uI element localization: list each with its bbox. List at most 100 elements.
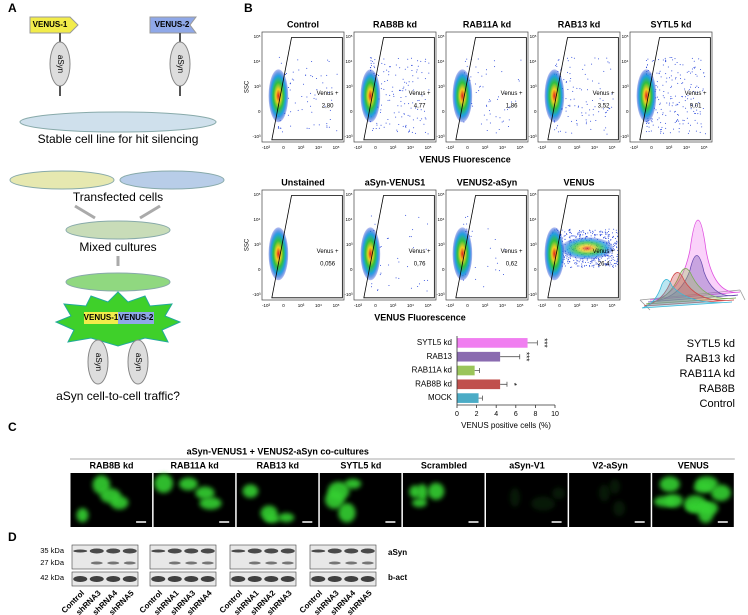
event-dot [586, 259, 588, 261]
event-dot [565, 107, 567, 109]
marker-label: 42 kDa [40, 573, 65, 582]
cell [338, 503, 356, 523]
event-dot [660, 108, 662, 110]
event-dot [404, 81, 406, 83]
event-dot [604, 263, 606, 265]
event-dot [569, 257, 571, 259]
x-tick-label: 10³ [298, 145, 305, 150]
event-dot [659, 102, 661, 104]
event-dot [397, 58, 399, 60]
event-dot [679, 74, 681, 76]
dish [119, 170, 225, 190]
event-dot [417, 60, 419, 62]
event-dot [608, 235, 610, 237]
event-dot [294, 102, 296, 104]
event-dot [314, 94, 316, 96]
event-dot [428, 89, 430, 91]
event-dot [669, 98, 671, 100]
y-tick-label: 10⁴ [622, 59, 629, 64]
y-tick-label: -10³ [344, 134, 353, 139]
event-dot [278, 126, 280, 128]
event-dot [301, 95, 303, 97]
event-dot [388, 74, 390, 76]
event-dot [479, 85, 481, 87]
y-tick-label: 10⁴ [530, 217, 537, 222]
y-tick-label: 0 [350, 109, 353, 114]
event-dot [567, 88, 569, 90]
dish [19, 111, 217, 133]
event-dot [301, 109, 303, 111]
event-dot [686, 71, 688, 73]
protein-shape [87, 339, 109, 385]
event-dot [667, 66, 669, 68]
event-dot [598, 263, 600, 265]
event-dot [569, 261, 571, 263]
event-dot [424, 110, 426, 112]
event-dot [575, 258, 577, 260]
event-dot [614, 237, 616, 239]
event-dot [595, 262, 597, 264]
event-dot [696, 122, 698, 124]
event-dot [504, 249, 506, 251]
gate-label: Venus + [593, 91, 615, 97]
panel-label: D [8, 530, 17, 544]
y-tick-label: 10⁵ [530, 34, 537, 39]
event-dot [581, 263, 583, 265]
event-dot [420, 60, 422, 62]
event-dot [616, 255, 618, 257]
x-tick-label: -10³ [630, 145, 639, 150]
event-dot [326, 125, 328, 127]
event-dot [566, 257, 568, 259]
event-dot [576, 262, 578, 264]
event-dot [608, 256, 610, 258]
event-dot [589, 266, 591, 268]
band [184, 576, 199, 582]
event-dot [410, 287, 412, 289]
band [200, 576, 215, 582]
y-tick-label: 0 [258, 109, 261, 114]
event-dot [286, 73, 288, 75]
event-dot [611, 93, 613, 95]
panel-label: C [8, 420, 17, 434]
y-tick-label: -10³ [252, 134, 261, 139]
event-dot [504, 109, 506, 111]
x-tick-label: 2 [475, 411, 479, 418]
event-dot [370, 65, 372, 67]
event-dot [311, 76, 313, 78]
event-dot [425, 118, 427, 120]
legend-label: RAB11A kd [680, 368, 735, 380]
event-dot [556, 65, 558, 67]
event-dot [613, 263, 615, 265]
event-dot [407, 266, 409, 268]
event-dot [664, 57, 666, 59]
event-dot [688, 70, 690, 72]
question: aSyn cell-to-cell traffic? [56, 389, 180, 403]
event-dot [691, 71, 693, 73]
event-dot [568, 236, 570, 238]
event-dot [564, 231, 566, 233]
event-dot [399, 67, 401, 69]
event-dot [599, 98, 601, 100]
event-dot [690, 72, 692, 74]
flow-plot: Venus + 26,4 VENUS -10³ 0 10³ 10⁴ 10⁵ 10⁵ 10⁴ 10³ 0… [528, 177, 621, 308]
event-dot [591, 80, 593, 82]
event-dot [693, 97, 695, 99]
cell [278, 512, 295, 523]
event-dot [702, 88, 704, 90]
gate-label: Venus + [501, 91, 523, 97]
event-dot [603, 70, 605, 72]
event-dot [612, 259, 614, 261]
event-dot [595, 119, 597, 121]
event-dot [594, 236, 596, 238]
event-dot [495, 116, 497, 118]
event-dot [591, 262, 593, 264]
event-dot [396, 129, 398, 131]
event-dot [645, 67, 647, 69]
event-dot [413, 247, 415, 249]
event-dot [594, 229, 596, 231]
event-dot [410, 57, 412, 59]
event-dot [327, 59, 329, 61]
bar [457, 365, 475, 376]
event-dot [386, 79, 388, 81]
band [328, 561, 341, 565]
